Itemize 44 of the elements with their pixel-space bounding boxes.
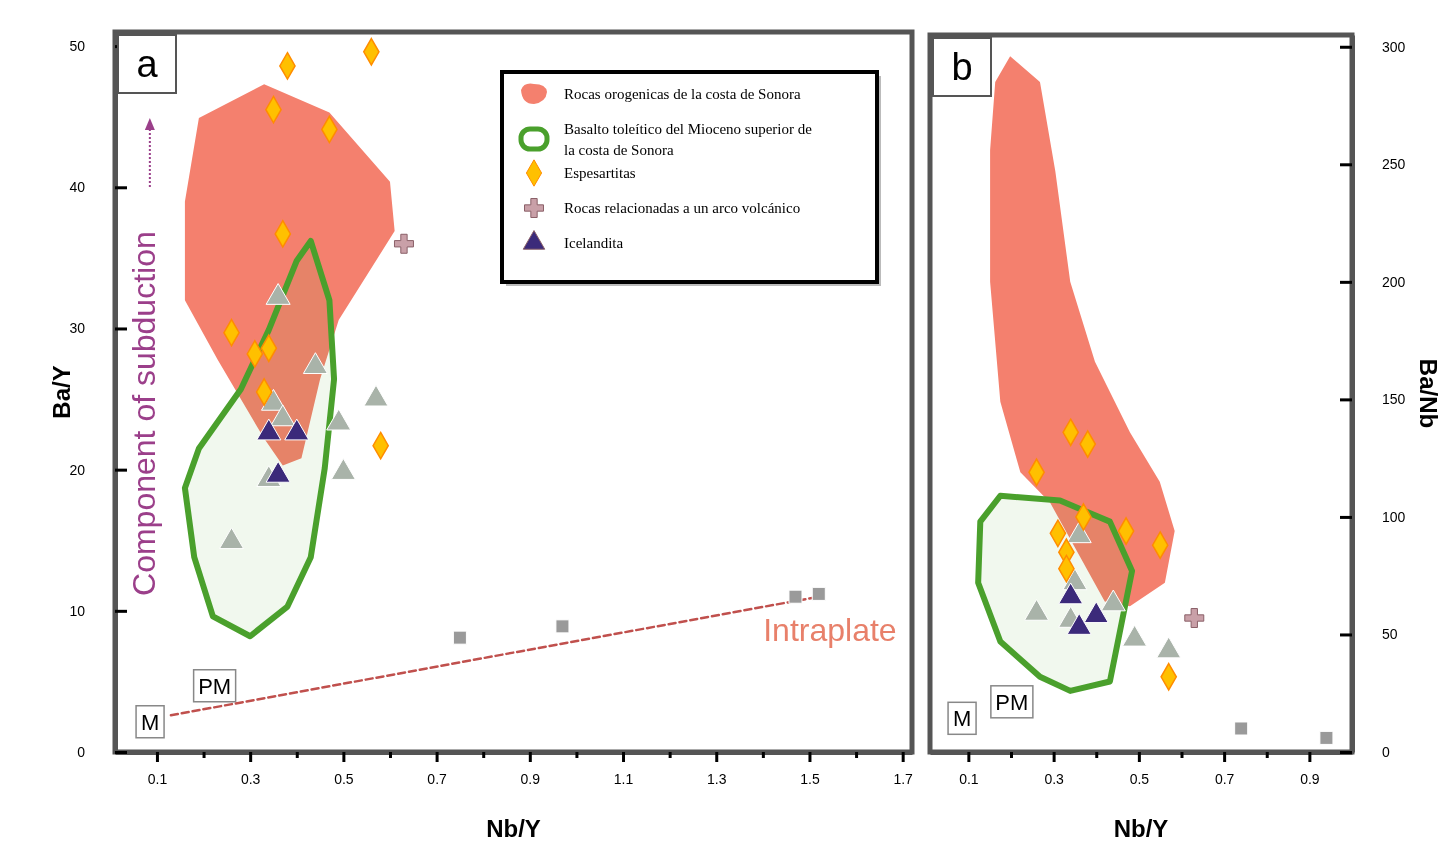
x-tick-label: 0.7 [427, 770, 448, 787]
x-tick-label: 0.3 [240, 770, 261, 787]
x-tick-label: 1.1 [613, 770, 634, 787]
x-tick-label: 0.9 [520, 770, 541, 787]
x-tick-label: 1.5 [800, 770, 820, 787]
legend-label: Espesartitas [564, 165, 636, 181]
x-axis-title: Nb/Y [1113, 815, 1169, 842]
y2-tick-label: 0 [1382, 743, 1390, 760]
annotation: M [952, 706, 972, 732]
y-tick-label: 10 [69, 602, 86, 619]
y-tick-label: 50 [69, 38, 86, 55]
legend-label: Rocas orogenicas de la costa de Sonora [564, 86, 801, 102]
annotation: PM [995, 689, 1029, 715]
y-axis-title: Ba/Y [48, 365, 75, 419]
annotation: M [140, 709, 160, 735]
y2-tick-label: 50 [1382, 626, 1398, 643]
legend-label: Rocas relacionadas a un arco volcánico [564, 200, 801, 216]
x-tick-label: 0.7 [1214, 770, 1235, 787]
x-tick-label: 0.5 [1129, 770, 1150, 787]
annotation: Intraplate [763, 611, 897, 648]
y2-tick-label: 150 [1382, 391, 1406, 408]
y2-tick-label: 250 [1382, 156, 1406, 173]
y2-axis-title: Ba/Nb [1415, 358, 1442, 429]
chart-title: a [136, 43, 159, 85]
y-tick-label: 40 [69, 179, 86, 196]
y2-tick-label: 100 [1382, 508, 1406, 525]
x-tick-label: 0.3 [1044, 770, 1065, 787]
x-tick-label: 0.5 [334, 770, 354, 787]
x-tick-label: 0.1 [147, 770, 168, 787]
chart-title: b [951, 46, 973, 88]
x-tick-label: 1.7 [893, 770, 914, 787]
y-tick-label: 0 [77, 743, 86, 760]
y-tick-label: 30 [69, 320, 86, 337]
legend-label: Icelandita [564, 235, 624, 251]
y2-tick-label: 200 [1382, 273, 1406, 290]
x-axis-title: Nb/Y [486, 815, 541, 842]
y-tick-label: 20 [69, 461, 86, 478]
y2-tick-label: 300 [1382, 38, 1406, 55]
annotation: Component of subduction [125, 231, 162, 596]
legend-label: Basalto toleítico del Mioceno superior de la costa de Sonora [564, 121, 813, 158]
x-tick-label: 0.1 [959, 770, 979, 787]
x-tick-label: 0.9 [1300, 770, 1320, 787]
annotation: PM [198, 673, 232, 699]
x-tick-label: 1.3 [707, 770, 727, 787]
